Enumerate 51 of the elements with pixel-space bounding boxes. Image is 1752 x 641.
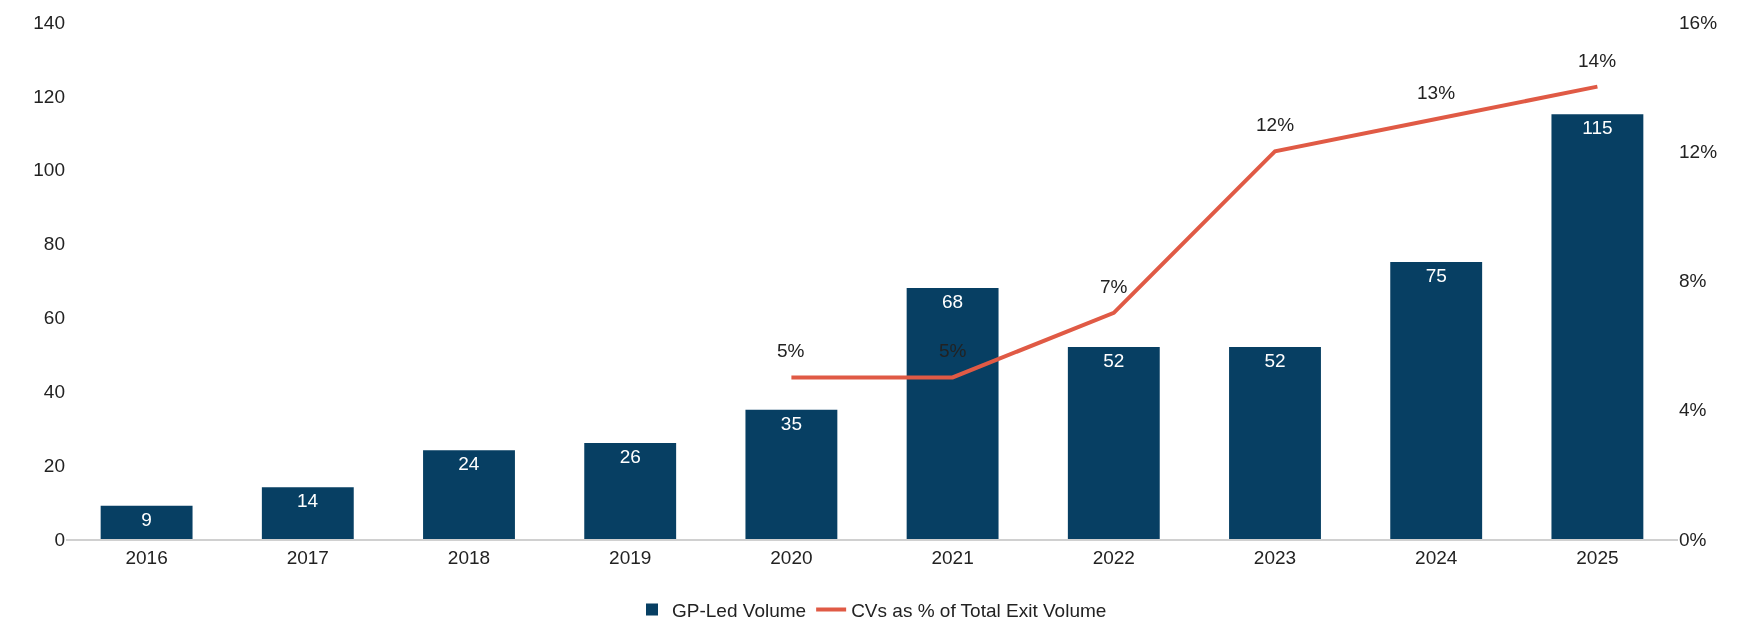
x-tick-label: 2016 (125, 546, 168, 568)
y2-tick-label: 4% (1679, 399, 1707, 421)
x-tick-label: 2024 (1415, 546, 1458, 568)
x-tick-label: 2023 (1253, 546, 1297, 568)
x-tick-label: 2020 (770, 546, 813, 568)
data-label: 14% (1578, 50, 1617, 71)
y-tick-label: 80 (43, 233, 65, 255)
x-tick-label: 2018 (447, 546, 491, 568)
bar (423, 450, 515, 539)
bar (1229, 346, 1321, 539)
y-tick-label: 100 (33, 159, 65, 181)
bar (261, 487, 354, 539)
data-label: 115 (1582, 117, 1613, 139)
x-tick-label: 2022 (1092, 546, 1135, 568)
data-label: 5% (777, 340, 805, 361)
y-tick-label: 20 (43, 454, 65, 476)
data-label: 52 (1264, 349, 1286, 371)
bar (584, 442, 677, 539)
data-label: 75 (1425, 265, 1447, 287)
bar (100, 505, 193, 539)
x-tick-label: 2021 (931, 546, 974, 568)
x-tick-label: 2017 (286, 546, 329, 568)
data-label: 26 (619, 445, 641, 467)
data-label: 35 (780, 412, 802, 434)
x-tick-label: 2025 (1576, 546, 1619, 568)
y2-tick-label: 8% (1679, 270, 1707, 292)
bar (745, 409, 838, 539)
y2-tick-label: 12% (1679, 140, 1718, 162)
legend-label: CVs as % of Total Exit Volume (851, 599, 1107, 621)
bar (1390, 262, 1483, 539)
data-label: 9 (141, 508, 152, 530)
data-label: 14 (297, 490, 319, 512)
bar (1551, 114, 1644, 539)
y-tick-label: 120 (33, 85, 65, 107)
data-label: 52 (1103, 349, 1125, 371)
bar (906, 287, 999, 539)
y-tick-label: 60 (43, 307, 65, 329)
y2-tick-label: 16% (1679, 11, 1718, 33)
y2-tick-label: 0% (1679, 528, 1707, 550)
data-label: 24 (458, 453, 480, 475)
y-tick-label: 140 (33, 11, 65, 33)
legend-label: GP-Led Volume (672, 599, 807, 621)
data-label: 68 (942, 290, 964, 312)
x-tick-label: 2019 (609, 546, 652, 568)
y-tick-label: 40 (43, 380, 65, 402)
data-label: 5% (939, 340, 967, 361)
y-tick-label: 0 (54, 528, 65, 550)
data-label: 13% (1417, 82, 1456, 103)
data-label: 7% (1100, 276, 1128, 297)
data-label: 12% (1256, 114, 1295, 135)
bar (1067, 346, 1160, 539)
